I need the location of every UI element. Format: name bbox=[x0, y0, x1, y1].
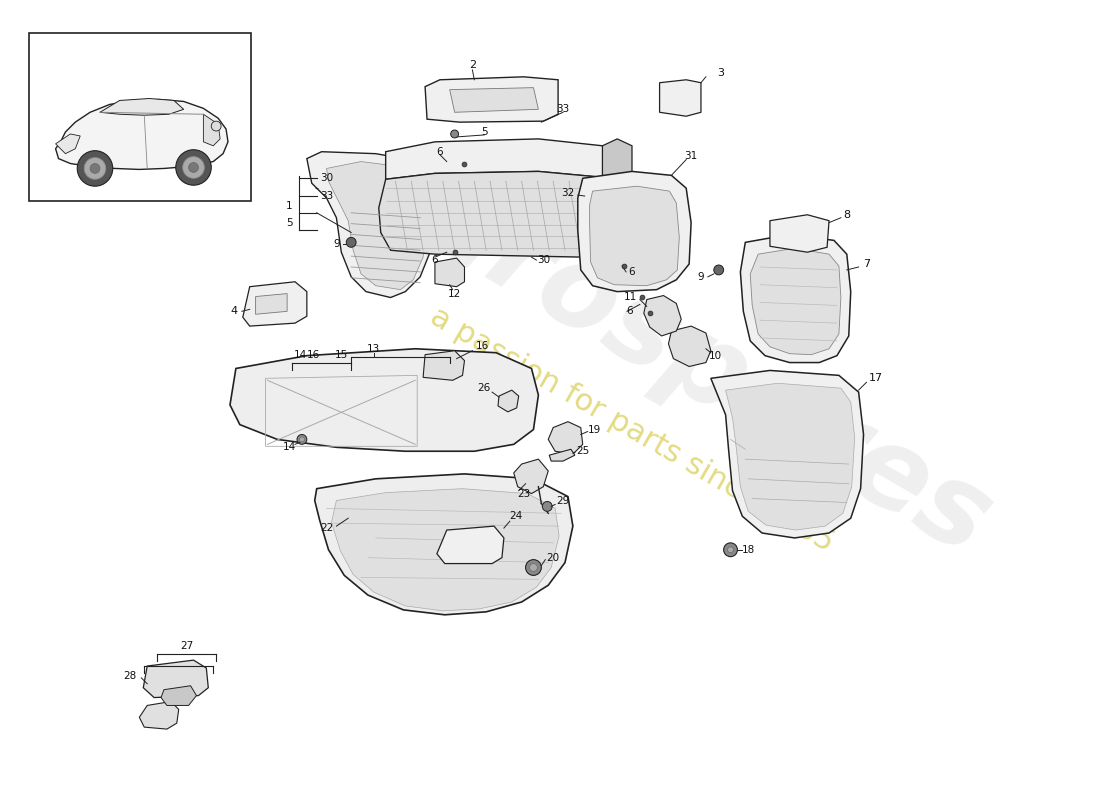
Text: 22: 22 bbox=[320, 523, 333, 533]
Polygon shape bbox=[161, 686, 197, 706]
Text: 31: 31 bbox=[684, 150, 697, 161]
Text: 4: 4 bbox=[230, 306, 238, 316]
Circle shape bbox=[542, 502, 552, 511]
Text: 9: 9 bbox=[697, 272, 704, 282]
Polygon shape bbox=[327, 162, 427, 290]
Polygon shape bbox=[424, 350, 464, 380]
Circle shape bbox=[451, 130, 459, 138]
Circle shape bbox=[176, 150, 211, 186]
Polygon shape bbox=[204, 114, 220, 146]
Text: 19: 19 bbox=[587, 425, 602, 434]
Text: 15: 15 bbox=[334, 350, 348, 360]
Text: 11: 11 bbox=[624, 291, 637, 302]
Text: 30: 30 bbox=[537, 255, 550, 265]
Text: -: - bbox=[315, 183, 319, 193]
Polygon shape bbox=[56, 134, 80, 154]
Circle shape bbox=[526, 560, 541, 575]
Polygon shape bbox=[669, 326, 711, 366]
Polygon shape bbox=[378, 171, 607, 257]
Text: 20: 20 bbox=[547, 553, 560, 562]
Polygon shape bbox=[740, 234, 850, 362]
Polygon shape bbox=[140, 702, 178, 729]
Polygon shape bbox=[450, 88, 538, 112]
Polygon shape bbox=[437, 526, 504, 563]
Polygon shape bbox=[386, 139, 617, 179]
Circle shape bbox=[188, 162, 198, 172]
Text: 7: 7 bbox=[862, 259, 870, 269]
Circle shape bbox=[727, 547, 734, 553]
Polygon shape bbox=[331, 489, 559, 611]
Circle shape bbox=[297, 434, 307, 444]
Circle shape bbox=[77, 150, 112, 186]
Polygon shape bbox=[255, 294, 287, 314]
Text: 18: 18 bbox=[741, 545, 755, 554]
Text: 6: 6 bbox=[629, 267, 636, 277]
Polygon shape bbox=[726, 383, 855, 530]
Circle shape bbox=[90, 163, 100, 174]
Text: 27: 27 bbox=[180, 642, 194, 651]
Text: 33: 33 bbox=[320, 191, 333, 201]
Bar bbox=[29, 34, 251, 201]
Polygon shape bbox=[578, 171, 691, 292]
Polygon shape bbox=[770, 214, 829, 252]
Text: a passion for parts since 1985: a passion for parts since 1985 bbox=[425, 302, 839, 558]
Polygon shape bbox=[548, 422, 583, 454]
Text: 14: 14 bbox=[294, 350, 307, 360]
Circle shape bbox=[299, 437, 305, 442]
Polygon shape bbox=[143, 660, 208, 698]
Polygon shape bbox=[603, 139, 632, 257]
Polygon shape bbox=[711, 370, 864, 538]
Text: 30: 30 bbox=[320, 174, 333, 183]
Text: 29: 29 bbox=[557, 497, 570, 506]
Text: 8: 8 bbox=[844, 210, 850, 220]
Polygon shape bbox=[315, 474, 573, 614]
Text: 28: 28 bbox=[123, 671, 136, 681]
Text: 13: 13 bbox=[367, 344, 381, 354]
Text: 3: 3 bbox=[717, 68, 724, 78]
Text: 23: 23 bbox=[517, 489, 530, 498]
Text: 26: 26 bbox=[477, 383, 491, 393]
Circle shape bbox=[211, 121, 221, 131]
Polygon shape bbox=[230, 349, 538, 451]
Text: eurospares: eurospares bbox=[332, 122, 1011, 578]
Text: 10: 10 bbox=[710, 350, 723, 361]
Text: 33: 33 bbox=[557, 104, 570, 114]
Polygon shape bbox=[56, 99, 228, 170]
Text: 6: 6 bbox=[437, 146, 443, 157]
Polygon shape bbox=[660, 80, 701, 116]
Polygon shape bbox=[434, 258, 464, 286]
Polygon shape bbox=[590, 186, 680, 286]
Polygon shape bbox=[243, 282, 307, 326]
Text: 17: 17 bbox=[869, 374, 883, 383]
Polygon shape bbox=[100, 98, 184, 115]
Text: 5: 5 bbox=[286, 218, 293, 228]
Circle shape bbox=[724, 543, 737, 557]
Polygon shape bbox=[514, 459, 548, 494]
Text: 16: 16 bbox=[475, 341, 488, 351]
Polygon shape bbox=[498, 390, 519, 412]
Text: 14: 14 bbox=[283, 442, 296, 452]
Text: 25: 25 bbox=[576, 446, 590, 456]
Circle shape bbox=[346, 238, 356, 247]
Polygon shape bbox=[549, 450, 575, 461]
Text: 2: 2 bbox=[469, 60, 476, 70]
Text: 9: 9 bbox=[333, 239, 340, 250]
Polygon shape bbox=[644, 295, 681, 336]
Circle shape bbox=[183, 157, 205, 178]
Polygon shape bbox=[425, 77, 558, 122]
Text: 1: 1 bbox=[286, 201, 293, 211]
Text: 6: 6 bbox=[627, 306, 634, 316]
Text: 32: 32 bbox=[561, 188, 574, 198]
Polygon shape bbox=[750, 248, 840, 354]
Text: 12: 12 bbox=[448, 289, 461, 298]
Text: 24: 24 bbox=[509, 511, 522, 522]
Circle shape bbox=[85, 158, 106, 179]
Text: 5: 5 bbox=[481, 127, 487, 137]
Text: 16: 16 bbox=[307, 350, 320, 360]
Polygon shape bbox=[307, 152, 434, 298]
Text: 6: 6 bbox=[431, 255, 438, 265]
Circle shape bbox=[714, 265, 724, 275]
Circle shape bbox=[529, 563, 538, 571]
